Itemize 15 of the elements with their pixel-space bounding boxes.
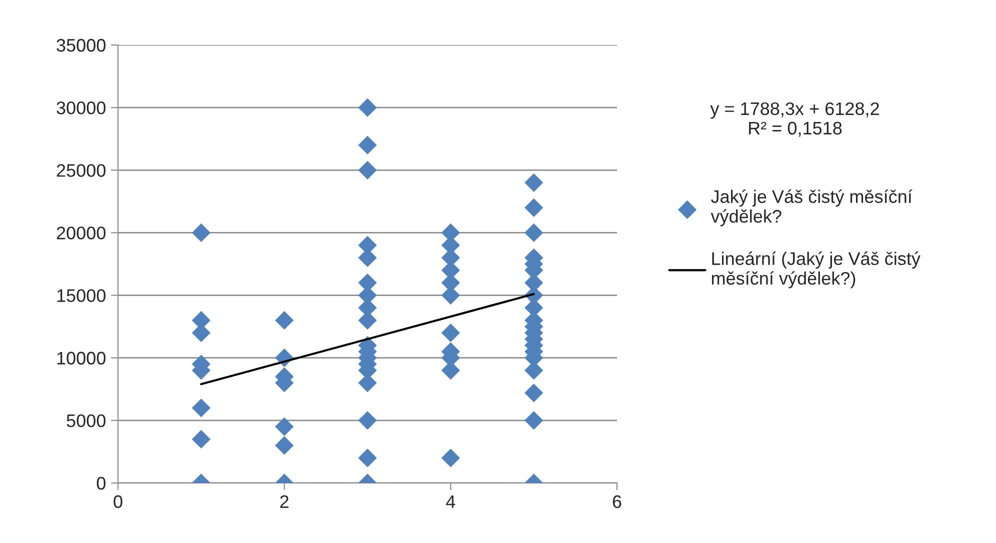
y-tick-label: 35000 xyxy=(56,38,106,52)
y-tick-label: 25000 xyxy=(56,164,106,177)
legend-label: Jaký je Váš čistý měsíční výdělek? xyxy=(710,190,912,226)
x-tick-label: 0 xyxy=(114,495,122,508)
y-tick-label: 30000 xyxy=(56,102,106,114)
x-tick-label: 4 xyxy=(446,495,456,508)
x-tick-label: 6 xyxy=(612,495,622,508)
y-tick-label: 15000 xyxy=(57,289,106,302)
y-tick-label: 20000 xyxy=(56,226,106,240)
legend-label: Lineární (Jaký je Váš čistý měsíční výdělek?) xyxy=(712,252,920,288)
text: y = 1788,3x + 6128,2 R² = 0,1518 xyxy=(710,102,879,137)
y-tick-label: 5000 xyxy=(66,414,106,428)
y-tick-label: 10000 xyxy=(57,352,106,365)
x-tick-label: 2 xyxy=(280,495,288,508)
y-tick-label: 0 xyxy=(96,476,106,490)
